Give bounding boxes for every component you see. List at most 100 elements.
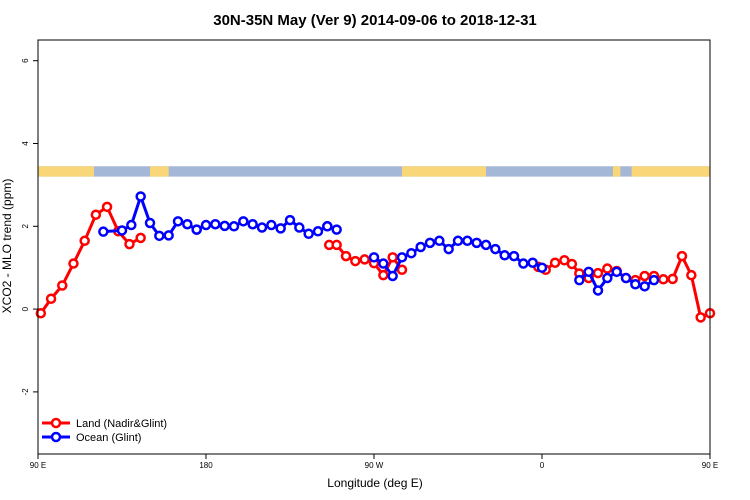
ocean-series-point — [228, 221, 240, 232]
ocean-series-point — [462, 235, 473, 247]
x-tick-label: 0 — [540, 461, 545, 470]
land-series-line — [39, 205, 142, 315]
x-axis: 90 E 180 90 W 0 90 E — [30, 454, 718, 470]
ocean-series-point — [592, 285, 604, 296]
land-series-point — [45, 293, 57, 304]
y-tick-label: 0 — [21, 306, 30, 311]
ocean-series-point — [639, 281, 650, 292]
ocean-series-point — [620, 272, 632, 284]
y-axis: -2 0 2 4 6 — [21, 58, 38, 396]
ocean-series-point — [182, 218, 193, 230]
legend-land-label: Land (Nadir&Glint) — [76, 418, 167, 430]
land-band-segment — [402, 166, 486, 177]
land-series-point — [602, 263, 613, 274]
y-tick-label: 2 — [21, 224, 30, 229]
land-series-point — [340, 250, 352, 262]
ocean-series-point — [256, 222, 268, 233]
land-series-point — [676, 250, 688, 262]
ocean-series-point — [172, 216, 184, 227]
ocean-series-point — [247, 218, 258, 230]
ocean-series-point — [583, 266, 594, 278]
ocean-series-point — [536, 262, 548, 273]
ocean-series-point — [480, 239, 492, 251]
ocean-series-point — [424, 237, 436, 249]
land-series-point — [350, 255, 361, 267]
ocean-series-point — [322, 221, 333, 232]
x-axis-title: Longitude (deg E) — [327, 476, 422, 490]
land-band-segment — [612, 166, 621, 177]
land-series-point — [79, 235, 90, 247]
plot-frame — [37, 39, 711, 455]
legend-ocean-marker — [50, 431, 62, 443]
ocean-series-point — [611, 266, 622, 278]
y-tick-label: -2 — [21, 388, 30, 396]
land-series-point — [549, 257, 561, 268]
ocean-series-point — [648, 274, 660, 286]
ocean-series-point — [275, 223, 286, 234]
ocean-series-point — [518, 258, 529, 269]
ocean-series-point — [238, 216, 249, 227]
land-series-point — [378, 269, 389, 281]
chart-title: 30N-35N May (Ver 9) 2014-09-06 to 2018-1… — [213, 12, 537, 29]
legend-ocean-label: Ocean (Glint) — [76, 432, 141, 444]
ocean-series-point — [312, 226, 324, 237]
land-sea-band — [38, 166, 710, 177]
ocean-series-point — [144, 217, 156, 229]
legend: Land (Nadir&Glint) Ocean (Glint) — [42, 417, 167, 444]
ocean-series-point — [499, 250, 510, 261]
ocean-series-point — [284, 214, 296, 226]
ocean-series-point — [574, 274, 585, 286]
land-series-point — [359, 254, 370, 265]
ocean-series-point — [294, 222, 305, 233]
land-series-point — [658, 274, 669, 285]
ocean-series-point — [508, 250, 520, 262]
ocean-band — [38, 166, 710, 177]
y-tick-label: 6 — [21, 58, 30, 63]
land-series-point — [566, 258, 578, 270]
ocean-series-point — [154, 230, 165, 242]
land-series-point — [68, 258, 79, 269]
ocean-series-point — [200, 219, 212, 231]
ocean-series-point — [602, 272, 613, 284]
y-axis-title: XCO2 - MLO trend (ppm) — [0, 179, 14, 314]
ocean-series-point — [163, 230, 174, 241]
x-tick-label: 90 W — [365, 461, 384, 470]
land-band-segment — [631, 166, 710, 177]
land-series-point — [592, 267, 604, 279]
land-series-point — [686, 269, 697, 281]
ocean-series-point — [210, 218, 221, 230]
ocean-series-point — [191, 224, 202, 235]
ocean-series-point — [331, 224, 342, 235]
land-band-segment — [150, 166, 169, 177]
land-series-point — [331, 239, 342, 251]
ocean-series-point — [396, 252, 408, 263]
ocean-series-point — [219, 220, 230, 232]
ocean-series-point — [471, 237, 482, 249]
ocean-series-point — [126, 219, 137, 231]
land-series-point — [135, 232, 146, 244]
land-series-point — [639, 270, 650, 282]
ocean-series-point — [135, 191, 146, 202]
ocean-series-point — [630, 279, 641, 290]
ocean-series-point — [415, 241, 426, 253]
ocean-series-point — [527, 257, 538, 268]
land-series-point — [124, 238, 135, 250]
land-series-point — [57, 280, 68, 291]
land-series-point — [396, 264, 408, 276]
land-series-point — [667, 273, 678, 285]
land-band-segment — [38, 166, 94, 177]
ocean-series-point — [266, 219, 277, 231]
ocean-series-point — [434, 235, 445, 247]
land-series-point — [35, 307, 47, 319]
land-series-point — [101, 201, 113, 213]
land-series-point — [90, 209, 102, 220]
ocean-series-point — [116, 225, 128, 236]
legend-land-marker — [50, 417, 62, 429]
ocean-series-point — [443, 243, 454, 255]
ocean-series-point — [406, 247, 417, 259]
y-tick-label: 4 — [21, 141, 30, 146]
ocean-series-point — [98, 226, 109, 237]
ocean-series-point — [490, 243, 501, 255]
ocean-series-point — [378, 258, 389, 269]
